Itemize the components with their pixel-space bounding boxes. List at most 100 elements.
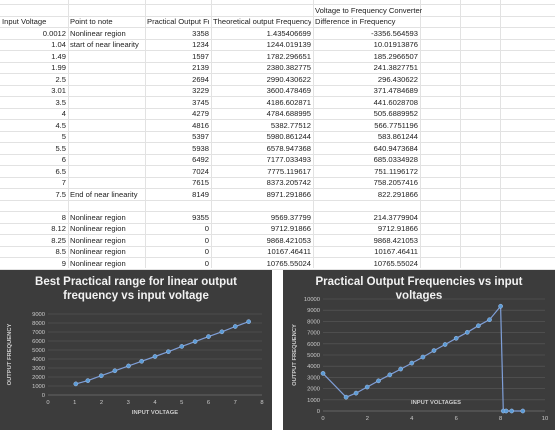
table-cell[interactable]: 6.5 xyxy=(55,166,66,176)
table-cell[interactable]: 0 xyxy=(204,224,209,233)
column-header[interactable]: Practical Output Fre xyxy=(147,17,209,26)
table-cell[interactable] xyxy=(70,154,143,165)
table-cell[interactable]: 6492 xyxy=(192,155,209,164)
column-header[interactable]: Theoretical output Frequency xyxy=(213,17,311,26)
table-cell[interactable]: 3358 xyxy=(192,28,209,38)
table-cell[interactable]: 583.861244 xyxy=(377,132,418,141)
table-cell[interactable]: 371.4784689 xyxy=(373,86,418,95)
table-cell[interactable]: 4.5 xyxy=(55,120,66,130)
table-cell[interactable]: 566.7751196 xyxy=(374,120,418,130)
practical-output-chart[interactable]: Practical Output Frequencies vs input vo… xyxy=(283,270,555,430)
table-cell[interactable]: 3.5 xyxy=(55,97,66,107)
table-cell[interactable]: 1.04 xyxy=(51,40,66,49)
table-cell[interactable]: 751.1196172 xyxy=(374,166,418,176)
table-cell[interactable]: 8373.205742 xyxy=(266,178,311,187)
table-cell[interactable]: 1.99 xyxy=(51,63,66,72)
table-cell[interactable]: 241.3827751 xyxy=(373,63,418,72)
table-cell[interactable]: 1597 xyxy=(192,51,209,61)
spreadsheet-grid[interactable]: Voltage to Frequency Converter Input Volt… xyxy=(0,0,555,270)
table-cell[interactable]: 7.5 xyxy=(55,189,66,199)
merged-title-cell[interactable]: Voltage to Frequency Converter xyxy=(315,5,423,15)
table-cell[interactable]: 0.0012 xyxy=(42,28,66,38)
table-cell[interactable]: 3600.478469 xyxy=(266,86,311,95)
table-cell[interactable]: 7024 xyxy=(192,166,209,176)
table-cell[interactable]: 7775.119617 xyxy=(267,166,311,176)
table-cell[interactable] xyxy=(70,177,143,188)
table-cell[interactable]: 822.291866 xyxy=(377,189,418,199)
table-cell[interactable]: 5382.77512 xyxy=(270,120,311,130)
table-cell[interactable]: 1.49 xyxy=(51,51,66,61)
table-cell[interactable] xyxy=(70,166,143,177)
table-cell[interactable]: Nonlinear region xyxy=(70,212,126,222)
table-cell[interactable]: 185.2966507 xyxy=(373,51,418,61)
table-cell[interactable]: 9868.421053 xyxy=(266,235,311,245)
table-cell[interactable]: 2380.382775 xyxy=(266,63,311,72)
table-cell[interactable]: 685.0334928 xyxy=(373,155,418,164)
table-cell[interactable]: 7615 xyxy=(192,178,209,187)
table-cell[interactable]: Nonlinear region xyxy=(70,224,126,233)
table-cell[interactable]: 10167.46411 xyxy=(267,247,311,256)
table-cell[interactable] xyxy=(70,62,143,73)
table-cell[interactable]: 10167.46411 xyxy=(374,247,418,256)
table-cell[interactable]: 214.3779904 xyxy=(373,212,418,222)
table-cell[interactable]: 2139 xyxy=(192,63,209,72)
table-cell[interactable]: 10.01913876 xyxy=(373,40,418,49)
column-header[interactable]: Difference in Frequency xyxy=(315,17,396,26)
table-cell[interactable]: 8149 xyxy=(192,189,209,199)
table-cell[interactable]: 5980.861244 xyxy=(266,132,311,141)
table-cell[interactable]: 4186.602871 xyxy=(266,97,311,107)
table-cell[interactable]: 1234 xyxy=(192,40,209,49)
table-cell[interactable]: 441.6028708 xyxy=(373,97,418,107)
table-cell[interactable]: 8971.291866 xyxy=(266,189,311,199)
table-cell[interactable]: -3356.564593 xyxy=(371,28,418,38)
table-cell[interactable]: 3.01 xyxy=(51,86,66,95)
table-cell[interactable]: 2694 xyxy=(192,74,209,84)
table-cell[interactable]: 1.435406699 xyxy=(266,28,311,38)
table-cell[interactable]: 7 xyxy=(61,178,66,187)
table-cell[interactable] xyxy=(70,108,143,119)
table-cell[interactable]: 8.5 xyxy=(55,247,66,256)
table-cell[interactable]: 0 xyxy=(204,247,209,256)
table-cell[interactable]: 5397 xyxy=(192,132,209,141)
table-cell[interactable] xyxy=(70,74,143,85)
table-cell[interactable]: 4 xyxy=(61,109,66,118)
table-cell[interactable]: 8 xyxy=(61,212,66,222)
table-cell[interactable]: Nonlinear region xyxy=(70,258,126,268)
table-cell[interactable]: 9712.91866 xyxy=(377,224,418,233)
table-cell[interactable]: 1782.296651 xyxy=(266,51,311,61)
table-cell[interactable]: 0 xyxy=(204,235,209,245)
table-cell[interactable]: 4816 xyxy=(192,120,209,130)
table-cell[interactable]: 9355 xyxy=(192,212,209,222)
table-cell[interactable] xyxy=(70,143,143,154)
table-cell[interactable]: 505.6889952 xyxy=(373,109,418,118)
table-cell[interactable] xyxy=(147,200,209,211)
table-cell[interactable]: 5.5 xyxy=(55,143,66,153)
table-cell[interactable]: 296.430622 xyxy=(377,74,418,84)
table-cell[interactable] xyxy=(2,200,66,211)
table-cell[interactable]: 758.2057416 xyxy=(373,178,418,187)
table-cell[interactable]: Nonlinear region xyxy=(70,247,126,256)
table-cell[interactable]: 9 xyxy=(61,258,66,268)
linear-range-chart[interactable]: Best Practical range for linear output f… xyxy=(0,270,272,430)
table-cell[interactable]: 2990.430622 xyxy=(266,74,311,84)
column-header[interactable]: Input Voltage xyxy=(2,17,47,26)
table-cell[interactable]: 0 xyxy=(204,258,209,268)
table-cell[interactable]: Nonlinear region xyxy=(70,235,126,245)
table-cell[interactable] xyxy=(70,97,143,108)
table-cell[interactable]: 4279 xyxy=(192,109,209,118)
table-cell[interactable] xyxy=(70,51,143,62)
table-cell[interactable] xyxy=(70,85,143,96)
table-cell[interactable]: 9712.91866 xyxy=(270,224,311,233)
table-cell[interactable]: 6578.947368 xyxy=(266,143,311,153)
table-cell[interactable]: 10765.55024 xyxy=(266,258,311,268)
table-cell[interactable] xyxy=(70,120,143,131)
table-cell[interactable]: 10765.55024 xyxy=(373,258,418,268)
table-cell[interactable]: 9868.421053 xyxy=(373,235,418,245)
table-cell[interactable]: 640.9473684 xyxy=(373,143,418,153)
table-cell[interactable] xyxy=(213,200,311,211)
table-cell[interactable]: 2.5 xyxy=(55,74,66,84)
table-cell[interactable] xyxy=(70,200,143,211)
table-cell[interactable]: 7177.033493 xyxy=(266,155,311,164)
table-cell[interactable]: 9569.37799 xyxy=(270,212,311,222)
table-cell[interactable] xyxy=(70,131,143,142)
